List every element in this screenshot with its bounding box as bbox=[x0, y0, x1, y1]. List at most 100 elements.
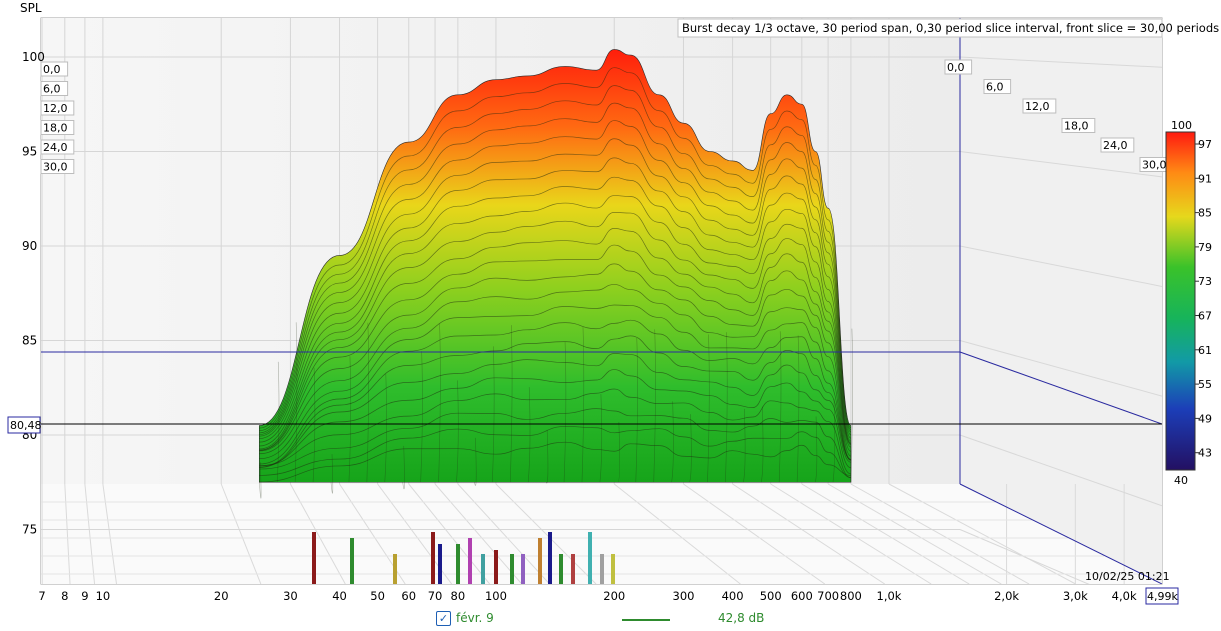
grid-floor bbox=[289, 483, 346, 584]
x-tick-label: 800 bbox=[840, 589, 862, 603]
floor-marker-bar bbox=[456, 544, 460, 584]
grid-floor bbox=[102, 483, 117, 584]
floor-marker-bar bbox=[548, 532, 552, 584]
x-tick-label: 40 bbox=[332, 589, 347, 603]
decay-ridge-line bbox=[814, 416, 818, 483]
grid-side bbox=[959, 151, 1162, 178]
x-tick-label: 4,0k bbox=[1112, 589, 1137, 603]
z-tick-box-left bbox=[40, 120, 75, 135]
colorbar-tick-label: 85 bbox=[1198, 207, 1212, 220]
z-tick-label-left: 30,0 bbox=[43, 161, 68, 174]
colorbar bbox=[1165, 131, 1196, 471]
x-tick-label: 8 bbox=[61, 589, 68, 603]
z-tick-box-left bbox=[40, 61, 69, 77]
x-tick-label: 700 bbox=[817, 589, 839, 603]
decay-slice-line bbox=[259, 426, 851, 479]
grid-floor bbox=[434, 483, 523, 584]
decay-ridge-line bbox=[743, 408, 746, 483]
x-tick-label: 500 bbox=[760, 589, 782, 603]
decay-ridge-line bbox=[599, 394, 603, 483]
y-tick-label: 90 bbox=[22, 239, 37, 253]
grid-side bbox=[959, 340, 1162, 397]
decay-slice-line bbox=[259, 284, 852, 460]
series-swatch bbox=[622, 619, 670, 621]
decay-slice-line bbox=[259, 304, 852, 461]
y-cursor-box bbox=[7, 416, 41, 434]
x-tick-label: 600 bbox=[791, 589, 813, 603]
floor-marker-bar bbox=[611, 554, 615, 584]
z-tick-box-left bbox=[40, 139, 75, 155]
x-cursor-readout: 4,99k bbox=[1147, 590, 1178, 603]
z-tick-label-left: 6,0 bbox=[43, 83, 61, 96]
decay-slice-line bbox=[259, 369, 852, 469]
z-tick-box-right bbox=[1100, 137, 1135, 153]
x-tick-label: 200 bbox=[603, 589, 625, 603]
decay-ridge-line bbox=[509, 325, 513, 483]
floor-marker-bar bbox=[468, 538, 472, 584]
grid-floor bbox=[613, 483, 741, 584]
z-tick-box-right bbox=[1061, 118, 1096, 133]
z-tick-label-right: 12,0 bbox=[1025, 100, 1050, 113]
y-tick-label: 95 bbox=[22, 145, 37, 159]
series-name: févr. 9 bbox=[456, 611, 494, 625]
decay-ridge-line bbox=[545, 429, 549, 484]
floor-marker-bar bbox=[431, 532, 435, 584]
decay-slice-line bbox=[259, 85, 852, 432]
x-tick-label: 70 bbox=[428, 589, 443, 603]
floor-marker-bar bbox=[588, 532, 592, 584]
decay-ridge-line bbox=[402, 445, 405, 490]
decay-slice-line bbox=[259, 353, 852, 468]
colorbar-ticks: 97 91 85 79 73 67 61 55 49 43 bbox=[1195, 138, 1212, 460]
x-tick-label: 9 bbox=[81, 589, 88, 603]
colorbar-tick-label: 43 bbox=[1198, 447, 1212, 460]
grid-floor bbox=[64, 483, 71, 584]
floor bbox=[41, 484, 1162, 584]
grid-floor bbox=[457, 483, 550, 584]
decay-slice-line bbox=[259, 195, 852, 447]
floor-marker-bar bbox=[559, 554, 563, 584]
decay-slice-line bbox=[259, 227, 852, 451]
decay-slice-line bbox=[259, 102, 852, 434]
floor-marker-bar bbox=[481, 554, 485, 584]
decay-slice-line bbox=[259, 138, 852, 439]
y-tick-label: 85 bbox=[22, 334, 37, 348]
decay-ridge-line bbox=[725, 332, 728, 483]
floor-markers bbox=[312, 532, 615, 584]
floor-marker-bar bbox=[312, 532, 316, 584]
decay-ridge-line bbox=[563, 341, 567, 483]
decay-ridge-line bbox=[617, 421, 620, 483]
decay-ridge-line bbox=[653, 329, 656, 483]
x-cursor-box bbox=[1145, 587, 1179, 605]
colorbar-tick-label: 67 bbox=[1198, 310, 1212, 323]
decay-ridge-line bbox=[760, 406, 764, 483]
cursor-line-depth bbox=[959, 351, 1162, 425]
x-tick-label: 2,0k bbox=[994, 589, 1019, 603]
timestamp: 10/02/25 01:21 bbox=[1085, 570, 1170, 583]
floor-marker-bar bbox=[521, 554, 525, 584]
z-tick-label-right: 18,0 bbox=[1064, 120, 1089, 133]
series-checkbox[interactable]: ✓ bbox=[436, 611, 451, 626]
x-axis-ticks: 7 8 9 10 20 30 40 50 60 70 80 100 200 300 400 500 600 700… bbox=[38, 589, 1137, 603]
floor-marker-bar bbox=[438, 544, 442, 584]
y-tick-label: 75 bbox=[22, 523, 37, 537]
z-tick-label-left: 18,0 bbox=[43, 122, 68, 135]
decay-slice-line bbox=[259, 263, 852, 457]
x-tick-label: 20 bbox=[214, 589, 229, 603]
title-box bbox=[677, 18, 1163, 38]
grid-floor bbox=[408, 483, 491, 584]
floor-marker-bar bbox=[510, 554, 514, 584]
decay-ridge-line bbox=[258, 462, 262, 499]
decay-ridge-line bbox=[348, 356, 352, 483]
decay-slice-line bbox=[259, 120, 852, 436]
waterfall-surface bbox=[258, 49, 854, 499]
colorbar-tick-label: 61 bbox=[1198, 344, 1212, 357]
colorbar-tick-label: 91 bbox=[1198, 172, 1212, 185]
decay-ridge-line bbox=[707, 334, 710, 483]
colorbar-tick-label: 79 bbox=[1198, 241, 1212, 254]
grid-floor bbox=[770, 483, 932, 584]
decay-ridge-line bbox=[312, 367, 316, 483]
decay-ridge-line bbox=[778, 331, 782, 483]
z-tick-label-left: 0,0 bbox=[43, 63, 61, 76]
x-tick-label: 1,0k bbox=[877, 589, 902, 603]
surface-front-slice bbox=[258, 49, 852, 483]
